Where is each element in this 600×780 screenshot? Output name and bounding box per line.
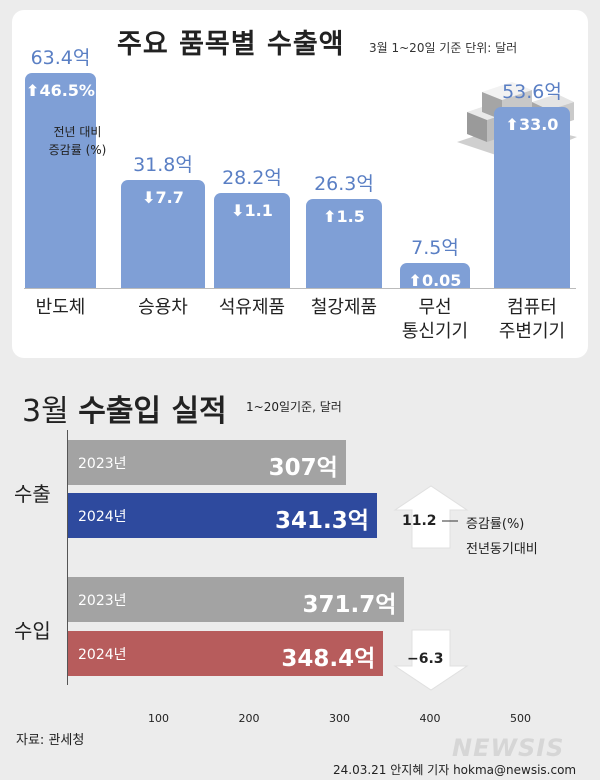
bottom-chart-title: 3월 수출입 실적: [22, 386, 227, 430]
trade-bar-year: 2023년: [78, 456, 127, 472]
export-bar: [306, 198, 382, 288]
export-value-label: 28.2억: [222, 166, 282, 189]
export-value-label: 63.4억: [30, 47, 91, 70]
change-sublabel: 전년동기대비: [466, 542, 538, 557]
export-change-label: ⬆46.5%: [26, 81, 95, 101]
trade-bar: 2023년 307억: [68, 440, 346, 485]
bottom-title-main: 수출입 실적: [78, 394, 227, 429]
trade-bar: 2024년 341.3억: [68, 493, 377, 538]
trade-bar-year: 2024년: [78, 647, 127, 663]
export-category-label: 무선 통신기기: [401, 297, 469, 342]
export-bar: [121, 180, 205, 288]
bottom-axis-line: [67, 430, 68, 685]
export-bar: [214, 192, 290, 288]
bottom-chart-subtitle: 1~20일기준, 달러: [246, 400, 342, 414]
x-tick-label: 300: [329, 712, 350, 725]
x-tick-label: 200: [238, 712, 260, 725]
source-text: 자료: 관세청: [16, 733, 85, 748]
export-value-label: 31.8억: [133, 154, 193, 177]
export-change-label: ⬆1.5: [323, 206, 365, 226]
export-category-label: 석유제품: [218, 297, 286, 318]
top-baseline: [24, 288, 576, 289]
top-chart-subtitle: 3월 1~20일 기준 단위: 달러: [369, 41, 518, 55]
export-category-label: 반도체: [35, 297, 86, 318]
export-change-label: ⬇7.7: [142, 188, 184, 208]
change-label: 증감률(%): [466, 517, 525, 532]
trade-bar-value: 348.4억: [281, 646, 376, 672]
credit-text: 24.03.21 안지혜 기자 hokma@newsis.com: [333, 763, 577, 777]
trade-group-label: 수입: [14, 619, 51, 643]
x-tick-label: 500: [510, 712, 531, 725]
export-category-label: 컴퓨터 주변기기: [498, 297, 566, 342]
newsis-logo: NEWSIS: [452, 734, 565, 762]
trade-bar-value: 371.7억: [302, 592, 397, 618]
trade-bar: 2024년 348.4억: [68, 631, 384, 676]
trade-bar-value: 341.3억: [274, 508, 369, 534]
export-bar: [25, 73, 96, 288]
trade-bar-year: 2024년: [78, 509, 127, 525]
export-value-label: 53.6억: [502, 80, 562, 103]
export-bar: [494, 106, 570, 288]
export-value-label: 26.3억: [314, 172, 374, 195]
trade-bar: 2023년 371.7억: [68, 577, 405, 622]
export-change-label: ⬆33.0: [505, 114, 559, 134]
x-tick-label: 400: [419, 712, 441, 725]
trade-group-label: 수출: [14, 482, 51, 506]
export-category-label: 철강제품: [310, 297, 378, 318]
export-change-value: 11.2: [402, 513, 437, 529]
top-panel: [12, 10, 588, 358]
export-change-label: ⬆0.05: [408, 270, 462, 290]
export-value-label: 7.5억: [411, 236, 459, 259]
import-change-value: −6.3: [407, 651, 444, 667]
trade-bar-value: 307억: [268, 455, 338, 481]
x-tick-label: 100: [148, 712, 169, 725]
change-note: 전년 대비 증감률 (%): [48, 125, 107, 157]
top-chart-title: 주요 품목별 수출액: [117, 29, 345, 60]
export-change-label: ⬇1.1: [231, 200, 273, 220]
export-bar: [400, 262, 470, 288]
bottom-title-month: 3월: [22, 394, 69, 429]
export-category-label: 승용차: [138, 297, 188, 318]
trade-bar-year: 2023년: [78, 593, 127, 609]
